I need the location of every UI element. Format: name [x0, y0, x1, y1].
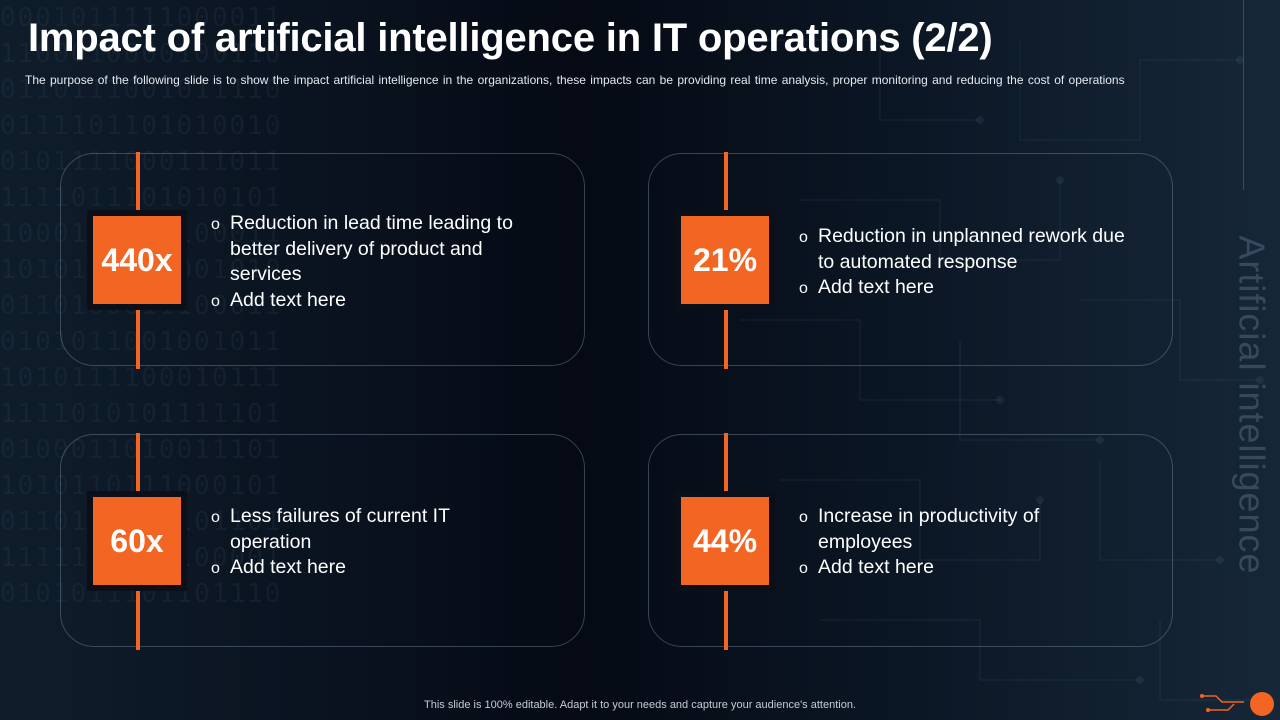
stat-value: 440x: [93, 216, 181, 304]
connector-line-bottom: [136, 591, 140, 650]
stat-box: 440x: [87, 210, 187, 310]
bullet-item: Add text here: [211, 288, 541, 313]
slide-subtitle: The purpose of the following slide is to…: [25, 73, 1125, 87]
bullet-list: Increase in productivity of employees Ad…: [799, 504, 1059, 581]
connector-line-top: [136, 152, 140, 211]
side-divider-line: [1243, 0, 1244, 190]
impact-card-2: 21% Reduction in unplanned rework due to…: [648, 152, 1173, 369]
bullet-list: Less failures of current IT operation Ad…: [211, 504, 471, 581]
stat-box: 44%: [675, 491, 775, 591]
bullet-item: Reduction in unplanned rework due to aut…: [799, 224, 1129, 275]
stat-box: 21%: [675, 210, 775, 310]
circuit-logo-icon: [1200, 692, 1274, 716]
connector-line-top: [136, 433, 140, 492]
bullet-item: Add text here: [211, 555, 471, 581]
bullet-list: Reduction in unplanned rework due to aut…: [799, 224, 1129, 301]
stat-box: 60x: [87, 491, 187, 591]
bullet-item: Add text here: [799, 555, 1059, 581]
slide-title: Impact of artificial intelligence in IT …: [28, 16, 993, 60]
footer-note: This slide is 100% editable. Adapt it to…: [424, 699, 856, 711]
bullet-list: Reduction in lead time leading to better…: [211, 211, 541, 313]
stat-value: 21%: [681, 216, 769, 304]
connector-line-bottom: [136, 310, 140, 369]
bullet-item: Add text here: [799, 275, 1129, 301]
stat-value: 44%: [681, 497, 769, 585]
circuit-background-pattern: [740, 39, 1264, 701]
connector-line-top: [724, 433, 728, 492]
side-label: Artificial intelligence: [1212, 220, 1280, 590]
bullet-item: Increase in productivity of employees: [799, 504, 1059, 555]
side-label-text: Artificial intelligence: [1232, 235, 1273, 575]
stat-value: 60x: [93, 497, 181, 585]
impact-card-4: 44% Increase in productivity of employee…: [648, 433, 1173, 650]
impact-card-3: 60x Less failures of current IT operatio…: [60, 433, 585, 650]
connector-line-bottom: [724, 310, 728, 369]
connector-line-bottom: [724, 591, 728, 650]
connector-line-top: [724, 152, 728, 211]
impact-card-1: 440x Reduction in lead time leading to b…: [60, 152, 585, 369]
bullet-item: Reduction in lead time leading to better…: [211, 211, 541, 288]
bullet-item: Less failures of current IT operation: [211, 504, 471, 555]
